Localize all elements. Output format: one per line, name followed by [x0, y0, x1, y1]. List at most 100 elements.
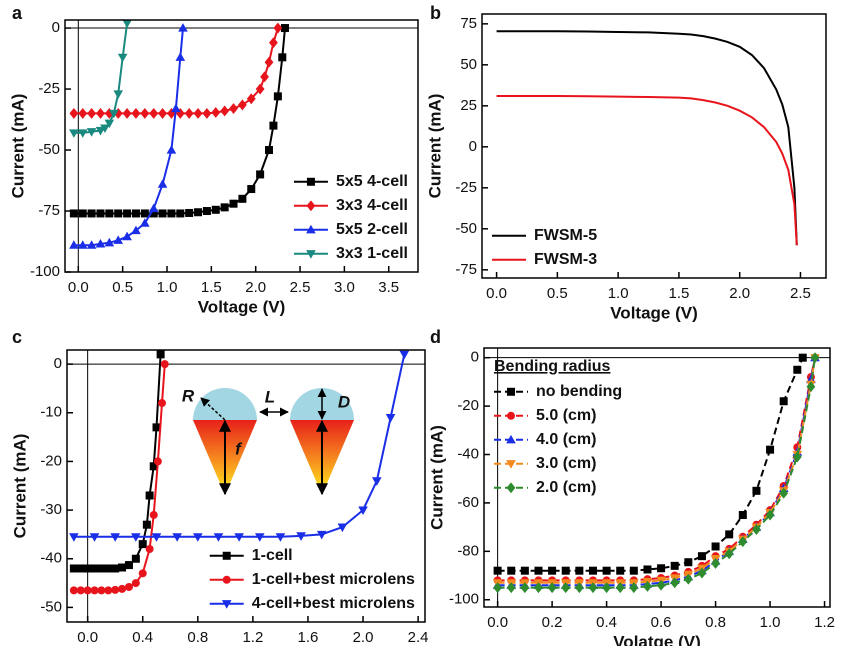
marker	[148, 203, 159, 213]
y-tick-label: -40	[457, 445, 479, 462]
marker	[114, 209, 123, 218]
marker	[269, 121, 278, 130]
marker	[202, 207, 211, 216]
legend-label: 4.0 (cm)	[536, 431, 596, 448]
marker	[264, 56, 274, 68]
marker	[149, 462, 158, 471]
marker	[493, 582, 503, 594]
y-tick-label: -25	[38, 80, 60, 97]
marker	[124, 561, 133, 570]
marker	[113, 90, 124, 99]
marker	[69, 586, 78, 595]
marker	[138, 540, 147, 549]
x-tick-label: 2.4	[408, 629, 429, 646]
marker	[670, 561, 679, 570]
marker	[247, 185, 256, 194]
x-tick-label: 0.2	[542, 614, 563, 631]
marker	[738, 536, 748, 548]
x-tick-label: 0.5	[112, 279, 133, 296]
marker	[131, 225, 141, 235]
marker	[131, 579, 140, 588]
plot-frame	[66, 349, 426, 623]
marker	[306, 224, 316, 234]
y-tick-label: -25	[455, 179, 477, 196]
marker	[255, 83, 265, 95]
marker	[222, 551, 231, 560]
marker	[86, 240, 97, 249]
legend-title: Bending radius	[494, 358, 611, 375]
marker	[153, 457, 162, 466]
marker	[643, 565, 652, 574]
marker	[507, 411, 515, 420]
y-axis-label: Current (mA)	[425, 94, 444, 199]
x-tick-label: 0.0	[68, 279, 89, 296]
marker	[264, 146, 273, 155]
marker	[77, 240, 88, 249]
marker	[684, 558, 693, 567]
marker	[399, 350, 410, 360]
x-tick-label: 3.5	[378, 279, 399, 296]
marker	[69, 209, 78, 218]
x-tick-label: 1.5	[201, 279, 222, 296]
y-tick-label: 0	[471, 349, 479, 366]
marker	[615, 582, 625, 594]
marker	[765, 509, 775, 521]
marker	[220, 203, 229, 212]
marker	[602, 582, 611, 594]
marker	[752, 524, 761, 535]
legend-label: 4-cell+best microlens	[252, 595, 415, 612]
x-tick-label: 2.0	[353, 629, 374, 646]
marker	[157, 179, 168, 188]
series-line	[496, 30, 798, 246]
marker	[90, 564, 99, 573]
y-tick-label: -80	[457, 542, 479, 559]
x-tick-label: 0.8	[187, 629, 208, 646]
marker	[140, 218, 150, 227]
y-tick-label: -50	[455, 220, 477, 237]
marker	[78, 209, 87, 218]
marker	[104, 237, 115, 247]
panel: d 0.0 0.2 0.4 0.6 0.8 1.0 1.2 0 -20 -40 -60 -80 -100 V…	[427, 327, 834, 646]
marker	[122, 20, 132, 29]
marker	[69, 129, 79, 138]
marker	[193, 107, 203, 119]
marker	[104, 119, 115, 129]
y-tick-label: -20	[457, 397, 479, 414]
x-axis-label: Volatge (V)	[613, 632, 701, 646]
marker	[657, 564, 666, 573]
x-tick-label: 1.0	[157, 279, 178, 296]
legend-label: 3x3 4-cell	[336, 197, 408, 214]
panel-label: d	[430, 327, 441, 347]
marker	[194, 208, 203, 217]
marker	[172, 533, 182, 542]
plot-data	[69, 20, 289, 249]
marker	[220, 105, 230, 117]
marker	[222, 575, 231, 584]
panel-label: b	[430, 3, 441, 23]
marker	[211, 205, 220, 214]
plot-data	[496, 30, 798, 246]
marker	[131, 209, 140, 218]
marker	[166, 145, 177, 154]
marker	[185, 208, 194, 217]
marker	[138, 569, 147, 578]
marker	[87, 209, 96, 218]
marker	[269, 37, 278, 49]
marker	[246, 93, 256, 105]
marker	[104, 586, 113, 595]
series-line	[497, 357, 804, 572]
panel: a 0.0 0.5 1.0 1.5 2.0 2.5 3.0 3.5 0 -25 -50 -75 -100 V…	[8, 3, 419, 316]
marker	[149, 107, 159, 119]
lens-dome	[193, 388, 257, 420]
marker	[76, 586, 85, 595]
annotation: L	[265, 387, 275, 406]
marker	[86, 128, 97, 137]
marker	[588, 566, 597, 575]
panel: b 0.0 0.5 1.0 1.5 2.0 2.5 75 50 25 0 -25 -50 -75 Volta…	[425, 3, 827, 322]
marker	[104, 564, 113, 573]
marker	[175, 52, 186, 61]
legend: 1-cell 1-cell+best microlens 4-cell+best m…	[209, 547, 415, 612]
annotation: R	[182, 386, 195, 405]
marker	[602, 566, 611, 575]
y-tick-label: -50	[40, 598, 62, 615]
